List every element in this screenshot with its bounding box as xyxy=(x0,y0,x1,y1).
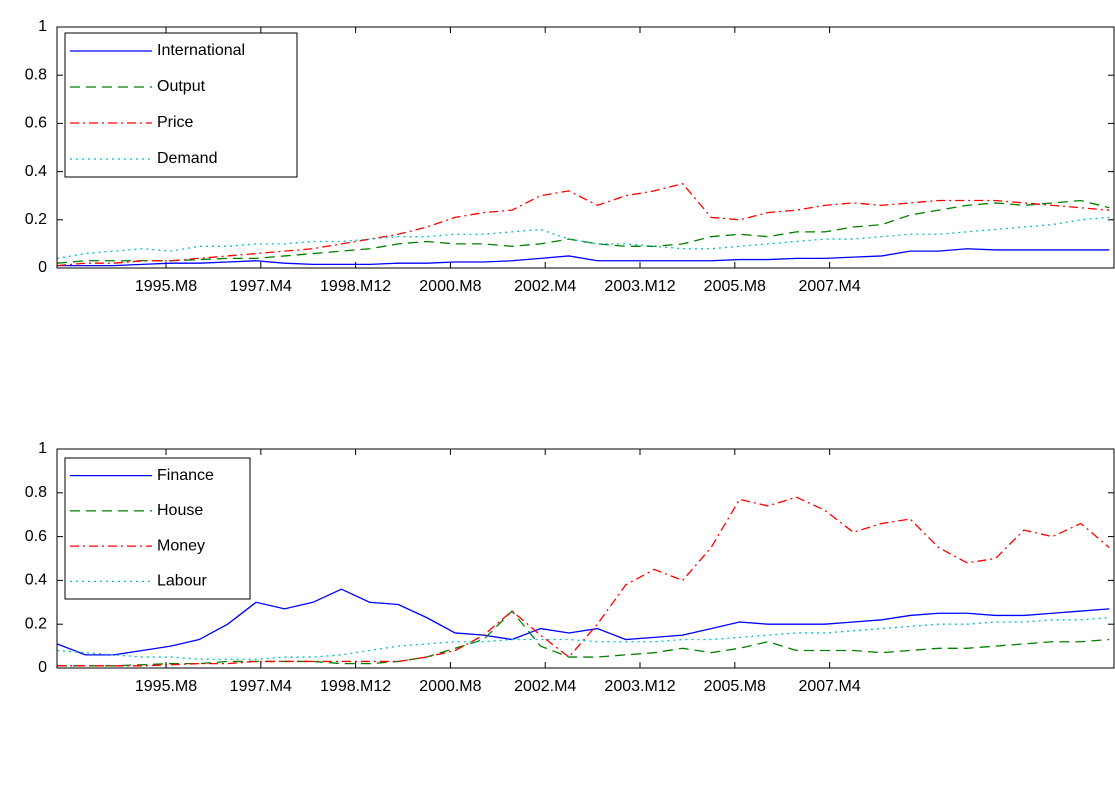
x-tick-label: 2000.M8 xyxy=(419,678,481,695)
x-tick-label: 2003.M12 xyxy=(604,678,675,695)
axes-box xyxy=(56,26,1115,269)
y-tick-label: 0.4 xyxy=(25,163,47,180)
y-tick-label: 0 xyxy=(38,659,47,676)
x-tick-label: 2005.M8 xyxy=(704,278,766,295)
y-tick-label: 0.8 xyxy=(25,66,47,83)
series-line xyxy=(56,182,1110,267)
x-tick-label: 2005.M8 xyxy=(704,678,766,695)
series-line xyxy=(56,216,1110,260)
x-tick-label: 2002.M4 xyxy=(514,278,576,295)
x-tick-label: 2000.M8 xyxy=(419,278,481,295)
x-tick-label: 1998.M12 xyxy=(320,278,391,295)
series-line xyxy=(56,588,1110,656)
y-tick-label: 0 xyxy=(38,259,47,276)
y-tick-label: 1 xyxy=(38,440,47,457)
legend-label: Demand xyxy=(157,150,217,167)
legend-label: Output xyxy=(157,78,206,95)
y-tick-label: 0.2 xyxy=(25,211,47,228)
series-line xyxy=(57,610,1110,667)
legend-label: Money xyxy=(157,537,205,554)
x-tick-label: 2003.M12 xyxy=(604,278,675,295)
series-line xyxy=(56,616,1110,660)
x-tick-label: 2002.M4 xyxy=(514,678,576,695)
x-tick-label: 1997.M4 xyxy=(230,278,292,295)
series-line xyxy=(57,248,1110,267)
axes-box xyxy=(56,448,1115,669)
y-tick-label: 1 xyxy=(38,18,47,35)
legend-label: Price xyxy=(157,114,194,131)
x-tick-label: 1995.M8 xyxy=(135,278,197,295)
x-tick-label: 1998.M12 xyxy=(320,678,391,695)
series-line xyxy=(57,496,1110,667)
x-tick-label: 2007.M4 xyxy=(798,278,860,295)
legend-box xyxy=(64,32,298,178)
legend-label: House xyxy=(157,502,203,519)
y-tick-label: 0.4 xyxy=(25,572,47,589)
legend-label: International xyxy=(157,42,245,59)
x-tick-label: 1995.M8 xyxy=(135,678,197,695)
x-tick-label: 1997.M4 xyxy=(230,678,292,695)
y-tick-label: 0.6 xyxy=(25,115,47,132)
y-tick-label: 0.8 xyxy=(25,484,47,501)
x-tick-label: 2007.M4 xyxy=(798,678,860,695)
legend-label: Labour xyxy=(157,573,207,590)
legend-box xyxy=(64,457,251,600)
y-tick-label: 0.6 xyxy=(25,528,47,545)
y-tick-label: 0.2 xyxy=(25,615,47,632)
legend-label: Finance xyxy=(157,467,214,484)
